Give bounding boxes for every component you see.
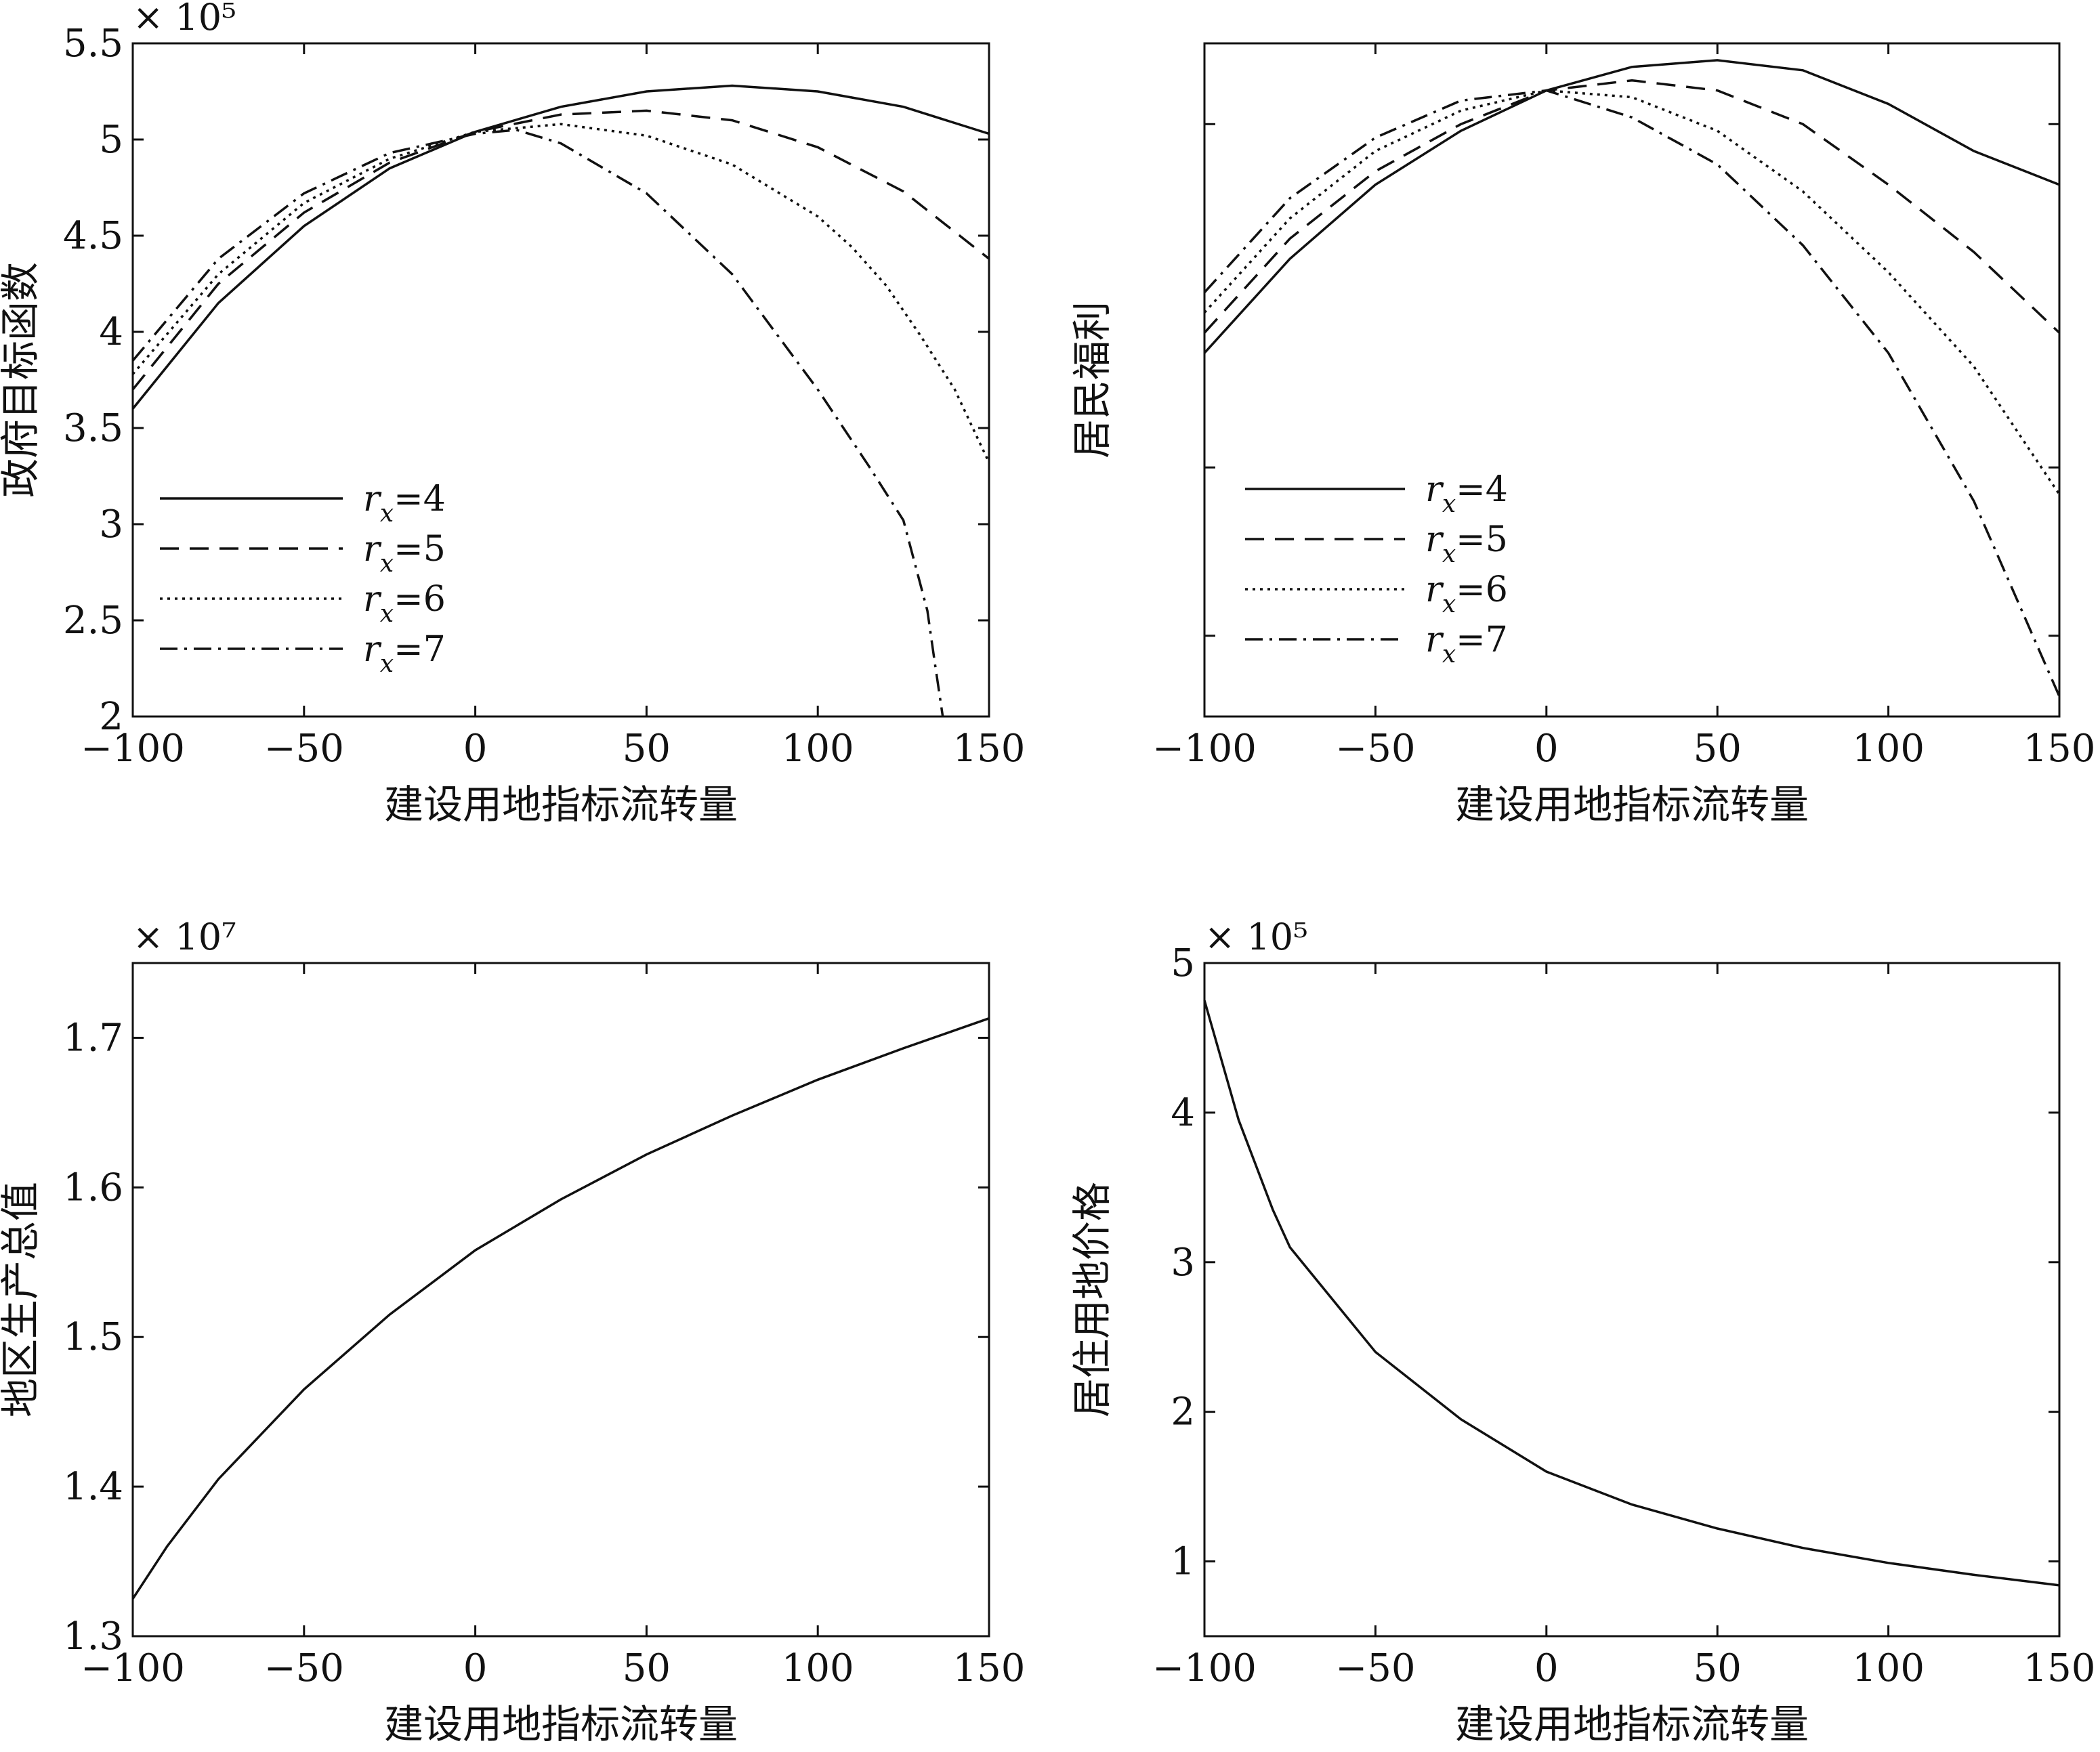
x-tick-label: −100: [1152, 727, 1257, 771]
legend-label: rx=6: [363, 579, 446, 628]
series-line-2: [1203, 79, 2061, 334]
y-axis-multiplier: × 10⁷: [133, 916, 236, 958]
y-tick-label: 2.5: [63, 599, 123, 643]
chart-panel-price: −100 −50 0 50 100 150 1 2 3 4 5 建设用地指标流转量 居住用地价格 × 10…: [1069, 916, 2095, 1747]
series-line-1: [1203, 1000, 2060, 1587]
x-tick-label: −50: [264, 1646, 344, 1690]
x-axis-title: 建设用地指标流转量: [1455, 782, 1809, 828]
x-axis-title: 建设用地指标流转量: [384, 1701, 738, 1747]
x-tick-label: 100: [782, 1646, 854, 1690]
series-line-4: [1203, 89, 2061, 697]
series-line-4: [131, 129, 944, 717]
x-tick-label: −50: [1335, 727, 1415, 771]
legend-label: rx=5: [1425, 519, 1508, 568]
legend: rx=4rx=5rx=6rx=7: [160, 479, 446, 678]
x-tick-label: 0: [1534, 727, 1559, 771]
legend: rx=4rx=5rx=6rx=7: [1245, 469, 1508, 668]
legend-label: rx=7: [1425, 620, 1508, 668]
y-axis-multiplier: × 10⁵: [133, 0, 236, 39]
y-axis-title: 居住用地价格: [1069, 1182, 1115, 1417]
y-tick-label: 1.7: [63, 1016, 123, 1060]
y-tick-label: 4: [99, 310, 123, 354]
x-tick-label: 50: [623, 1646, 671, 1690]
x-tick-label: 0: [463, 727, 488, 771]
x-tick-label: −100: [81, 727, 185, 771]
plot-frame: [1203, 962, 2061, 1638]
y-tick-label: 5: [99, 118, 123, 162]
x-tick-label: 50: [623, 727, 671, 771]
x-tick-label: 150: [2023, 727, 2096, 771]
x-tick-label: −100: [1152, 1646, 1257, 1690]
chart-panel-welfare: −100 −50 0 50 100 150建设用地指标流转量居民福利rx=4rx=5rx=…: [1069, 42, 2096, 828]
chart-panel-gov: −100 −50 0 50 100 150 2 2.5 3 3.5 4 4.5 5 5.5 建设用地指标流转…: [0, 0, 1025, 828]
y-tick-label: 3: [99, 503, 123, 547]
y-tick-label: 3.5: [63, 406, 123, 450]
y-axis-title: 居民福利: [1069, 301, 1115, 458]
y-tick-label: 4: [1171, 1091, 1195, 1135]
y-tick-label: 5: [1171, 941, 1195, 985]
series-line-2: [131, 109, 990, 391]
x-tick-label: 100: [1852, 1646, 1925, 1690]
y-tick-label: 1: [1171, 1540, 1195, 1584]
series-line-1: [131, 1017, 990, 1600]
x-axis-title: 建设用地指标流转量: [1455, 1701, 1809, 1747]
x-tick-label: −50: [1335, 1646, 1415, 1690]
y-tick-label: 5.5: [63, 22, 123, 66]
y-axis-title: 地区生产总值: [0, 1182, 43, 1417]
y-tick-label: 1.4: [63, 1465, 123, 1509]
y-tick-label: 2: [1171, 1390, 1195, 1434]
x-tick-label: 50: [1694, 1646, 1742, 1690]
y-tick-label: 3: [1171, 1241, 1195, 1285]
x-tick-label: 50: [1694, 727, 1742, 771]
series-line-3: [1203, 89, 2061, 495]
y-tick-label: 1.3: [63, 1615, 123, 1659]
chart-panel-gdp: −100 −50 0 50 100 150 1.3 1.4 1.5 1.6 1.7 建设用地指标流转量…: [0, 916, 1025, 1747]
x-axis-title: 建设用地指标流转量: [384, 782, 738, 828]
x-tick-label: 0: [1534, 1646, 1559, 1690]
plot-frame: [1203, 42, 2061, 718]
x-tick-label: 0: [463, 1646, 488, 1690]
y-axis-multiplier: × 10⁵: [1204, 916, 1308, 958]
legend-label: rx=4: [1425, 469, 1508, 518]
x-tick-label: 100: [1852, 727, 1925, 771]
x-tick-label: −100: [81, 1646, 185, 1690]
y-tick-label: 1.6: [63, 1166, 123, 1210]
x-tick-label: 150: [2023, 1646, 2096, 1690]
series-line-1: [1203, 59, 2060, 354]
y-tick-label: 2: [99, 695, 123, 739]
y-tick-label: 1.5: [63, 1315, 123, 1359]
x-tick-label: 150: [953, 1646, 1026, 1690]
y-tick-label: 4.5: [63, 214, 123, 258]
series-line-1: [131, 84, 990, 410]
legend-label: rx=6: [1425, 570, 1508, 618]
plot-frame: [131, 962, 990, 1638]
legend-label: rx=5: [363, 529, 446, 578]
series-line-3: [131, 123, 990, 463]
legend-label: rx=7: [363, 629, 446, 678]
y-axis-title: 政府目标函数: [0, 262, 43, 498]
x-tick-label: 100: [782, 727, 854, 771]
x-tick-label: 150: [953, 727, 1026, 771]
x-tick-label: −50: [264, 727, 344, 771]
plot-frame: [131, 42, 990, 718]
legend-label: rx=4: [363, 479, 446, 528]
